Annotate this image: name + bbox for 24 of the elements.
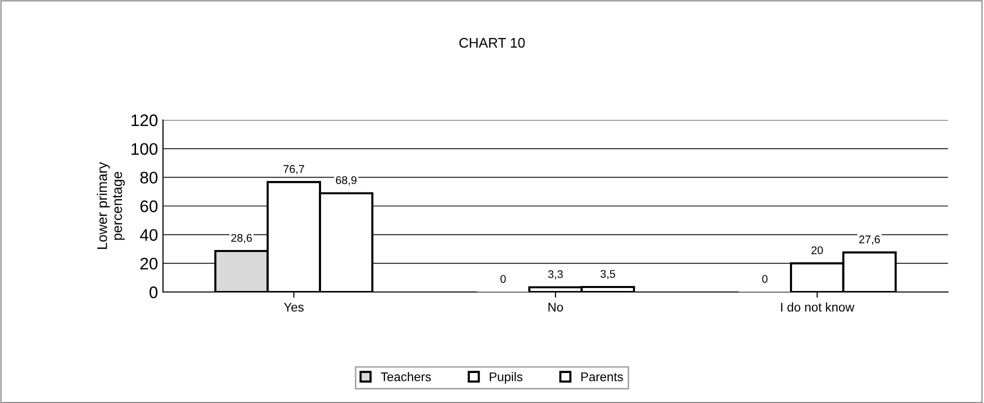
data-label: 76,7 (284, 165, 304, 174)
y-tick-label: 20 (140, 258, 158, 270)
data-label: 28,6 (231, 234, 252, 244)
x-tick-label: Yes (284, 302, 304, 312)
y-tick-label: 0 (150, 286, 158, 298)
data-label: 3,3 (548, 270, 563, 280)
legend-label: Pupils (490, 372, 522, 384)
legend-label: Teachers (380, 372, 431, 382)
data-label: 27,6 (859, 235, 880, 245)
data-label: 20 (812, 246, 823, 254)
y-tick-label: 120 (132, 114, 158, 126)
x-tick-label: No (548, 302, 563, 312)
y-tick-label: 80 (140, 172, 158, 184)
y-tick-label: 40 (140, 229, 158, 241)
data-label: 3,5 (600, 270, 616, 280)
data-label: 68,9 (336, 176, 356, 186)
x-tick-label: I do not know (781, 302, 854, 312)
legend-label: Parents (581, 372, 623, 382)
data-label: 0 (762, 274, 768, 283)
y-tick-label: 100 (132, 143, 158, 155)
data-label: 0 (500, 274, 506, 283)
y-tick-label: 60 (140, 200, 158, 212)
y-axis-title: Lower primary percentage (96, 162, 125, 249)
chart-title: CHART 10 (459, 38, 525, 48)
